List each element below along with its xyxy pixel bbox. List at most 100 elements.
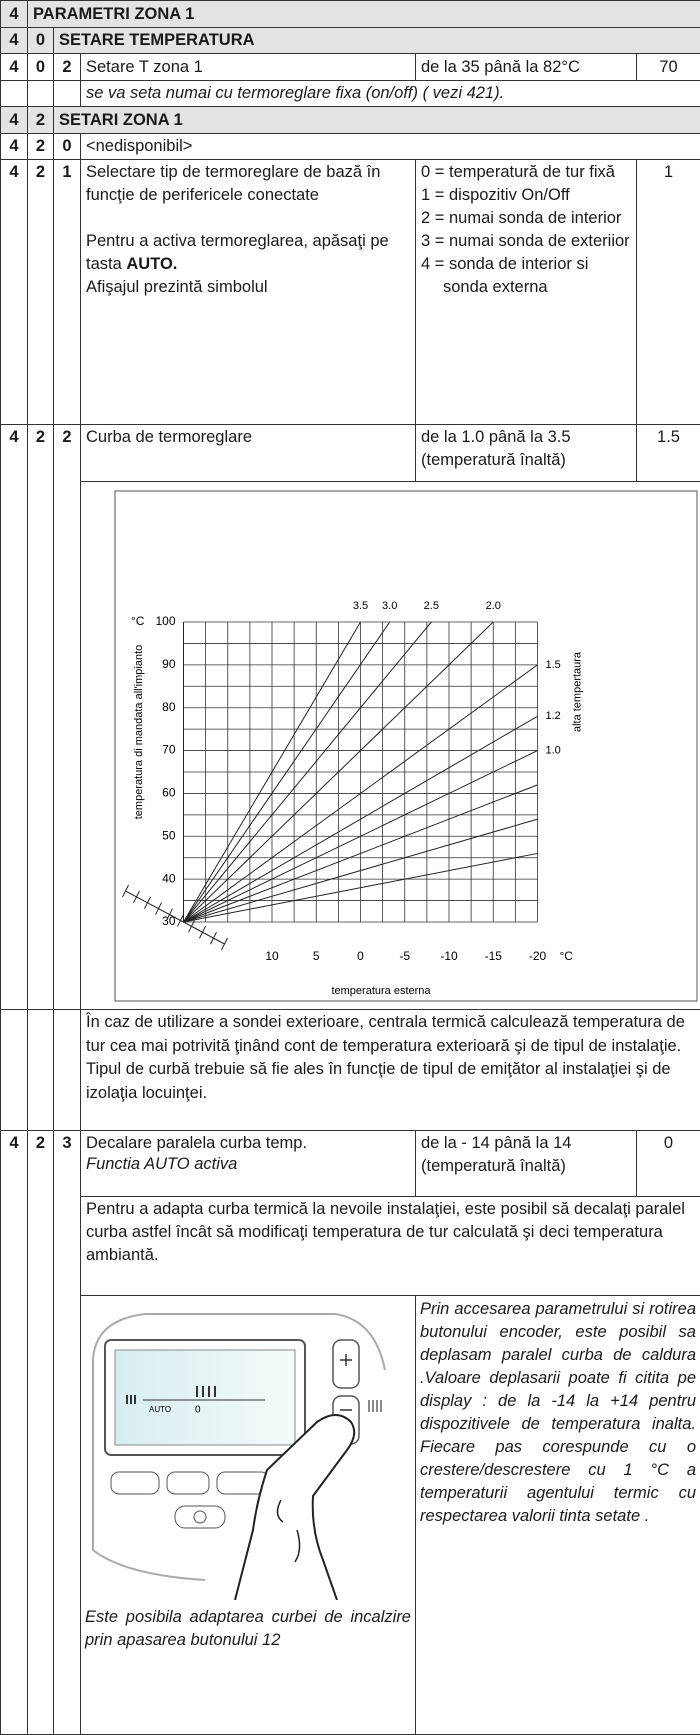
x-tick-label: -5 — [399, 949, 410, 963]
curve — [183, 621, 494, 922]
curve — [183, 663, 538, 922]
code: 4 — [0, 133, 28, 160]
axis-break-tick — [188, 919, 195, 933]
curve — [183, 783, 538, 922]
curve-label: 2.5 — [424, 599, 439, 611]
x-tick-label: -15 — [485, 949, 503, 963]
curve — [183, 818, 538, 922]
axis-break-tick — [166, 907, 173, 921]
code: 4 — [0, 159, 28, 425]
axis-break-tick — [210, 931, 217, 944]
curve-label: 2.0 — [486, 599, 501, 611]
description: Decalare paralela curba temp. — [86, 1134, 308, 1152]
key-name: AUTO. — [126, 255, 178, 273]
button — [174, 1505, 226, 1529]
panel-outline — [92, 1360, 206, 1581]
y-tick-label: 70 — [162, 742, 176, 756]
code: 0 — [53, 133, 81, 160]
code: 4 — [0, 27, 28, 54]
x-tick-label: 0 — [357, 949, 364, 963]
code: 4 — [0, 424, 28, 1010]
button — [110, 1471, 160, 1495]
option: 1 = dispozitiv On/Off — [421, 186, 570, 204]
description-cell: Decalare paralela curba temp. Functia AU… — [80, 1130, 416, 1197]
chart-frame — [114, 490, 698, 1001]
value: 70 — [636, 53, 700, 81]
code: 2 — [27, 159, 54, 425]
axis-break-tick — [221, 937, 228, 950]
group-title: SETARI ZONA 1 — [53, 106, 700, 134]
curve — [183, 715, 538, 922]
y-tick-label: 50 — [162, 828, 176, 842]
value: 1 — [636, 159, 700, 425]
option: 0 = temperatură de tur fixă — [421, 163, 615, 181]
code: 4 — [0, 0, 28, 28]
range: de la - 14 până la 14 (temperatură înalt… — [415, 1130, 637, 1197]
display — [114, 1349, 296, 1446]
y-tick-label: 100 — [155, 614, 175, 628]
code: 2 — [53, 424, 81, 1010]
axis-break-tick — [177, 913, 184, 927]
explanation: În caz de utilizare a sondei exterioare,… — [80, 1009, 700, 1131]
curve — [183, 621, 361, 922]
x-tick-label: -20 — [529, 949, 547, 963]
code: 2 — [53, 53, 81, 81]
power-icon — [193, 1510, 207, 1524]
option: 2 = numai sonda de interior — [421, 209, 622, 227]
axis-break-tick — [144, 896, 151, 909]
code: 4 — [0, 1130, 28, 1735]
note: Pentru a activa termoreglarea, apăsaţi p… — [86, 230, 410, 276]
panel-outline — [92, 1313, 386, 1371]
code: 0 — [27, 53, 54, 81]
note: Afişajul prezintă simbolul — [86, 278, 268, 296]
axis-break-tick — [199, 925, 206, 938]
range: de la 1.0 până la 3.5 (temperatură înalt… — [415, 424, 637, 482]
illustration: AUTO 0 — [92, 1313, 386, 1600]
curve-label: 1.0 — [546, 744, 561, 756]
note: Functia AUTO activa — [86, 1155, 238, 1173]
x-unit: °C — [560, 949, 574, 963]
y-tick-label: 40 — [162, 871, 176, 885]
curve — [183, 621, 391, 922]
y-tick-label: 80 — [162, 699, 176, 713]
note: se va seta numai cu termoreglare fixa (o… — [80, 80, 700, 107]
value: 0 — [636, 1130, 700, 1197]
curve — [183, 621, 432, 922]
description: Curba de termoreglare — [80, 424, 416, 482]
finger — [234, 1414, 356, 1600]
axis-break — [125, 890, 225, 944]
code: 4 — [0, 106, 28, 134]
description-cell: Selectare tip de termoreglare de bază în… — [80, 159, 416, 425]
display-bars — [126, 1386, 216, 1404]
section-title: PARAMETRI ZONA 1 — [27, 0, 700, 28]
description: Setare T zona 1 — [80, 53, 416, 81]
y-tick-label: 60 — [162, 785, 176, 799]
caption: Este posibila adaptarea curbei de incalz… — [85, 1608, 411, 1649]
button — [166, 1471, 210, 1495]
y-unit: °C — [131, 614, 145, 628]
description: Selectare tip de termoreglare de bază în… — [86, 163, 381, 204]
code: 2 — [27, 1130, 54, 1735]
range: de la 35 până la 82°C — [415, 53, 637, 81]
curve-label: 3.5 — [353, 599, 368, 611]
code: 2 — [27, 133, 54, 160]
y2-axis-label: alta tempertaura — [571, 651, 583, 732]
group-title: SETARE TEMPERATURA — [53, 27, 700, 54]
code: 1 — [53, 159, 81, 425]
x-tick-label: -10 — [440, 949, 458, 963]
x-axis-label: temperatura esterna — [331, 984, 431, 996]
description: <nedisponibil> — [80, 133, 700, 160]
details: Prin accesarea parametrului si rotirea b… — [415, 1295, 700, 1735]
value: 1.5 — [636, 424, 700, 482]
code: 2 — [27, 424, 54, 1010]
code: 2 — [27, 106, 54, 134]
option: 3 = numai sonda de exteriior — [421, 232, 630, 250]
y-tick-label: 90 — [162, 657, 176, 671]
illustration-cell: AUTO 0 Este posibila adaptarea curbei de… — [80, 1295, 416, 1735]
axis-break-tick — [122, 884, 129, 897]
axis-break-tick — [133, 890, 140, 903]
heating-symbol — [368, 1400, 382, 1412]
